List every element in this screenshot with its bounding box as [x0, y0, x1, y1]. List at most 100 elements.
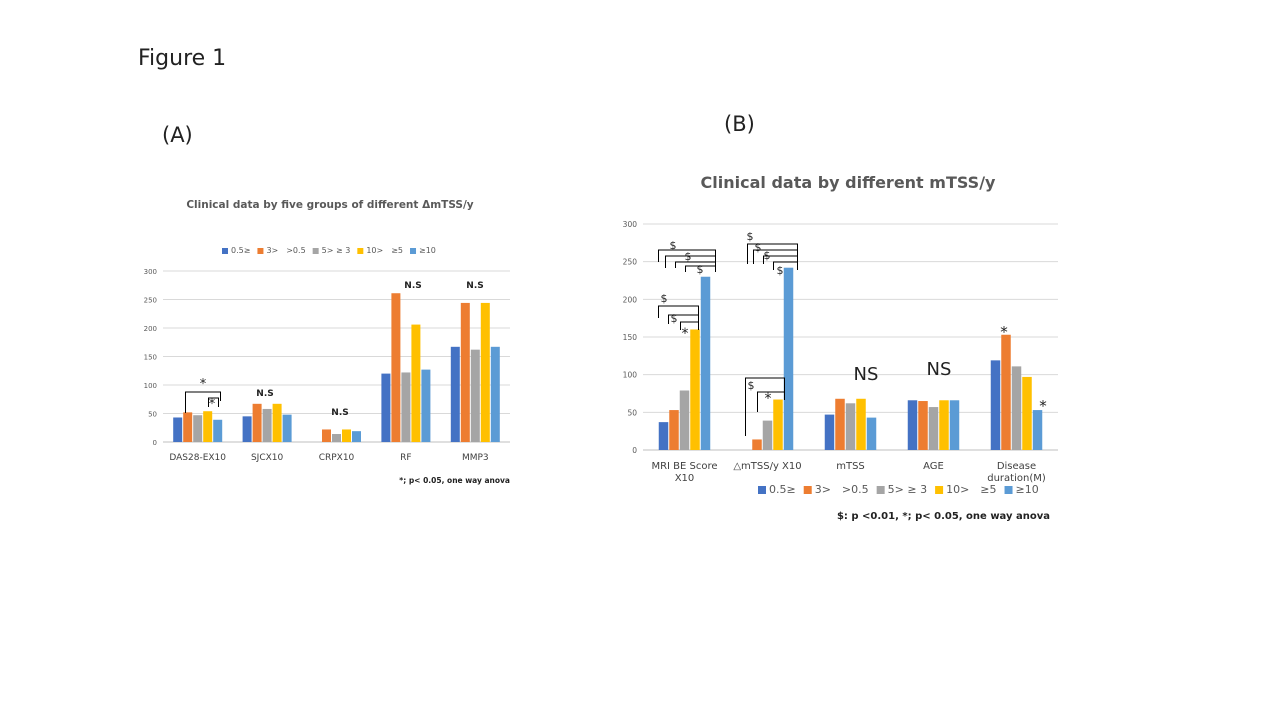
bracket-b-12 [745, 377, 785, 436]
bar [203, 411, 213, 442]
sig-a-1: * [200, 377, 207, 392]
y-tick-label: 50 [148, 411, 157, 419]
x-category-label: AGE [923, 461, 944, 472]
bar [282, 414, 292, 442]
sig-b-duration-1: * [1000, 323, 1008, 341]
ns-a-rf: N.S [404, 281, 421, 291]
bar [949, 400, 960, 450]
x-category-label: SJCX10 [251, 453, 284, 463]
y-tick-label: 250 [623, 258, 638, 267]
y-tick-label: 250 [144, 297, 157, 305]
bar [411, 324, 421, 442]
bar [669, 410, 679, 450]
bar [845, 403, 856, 450]
x-category-label: MRI BE Score [651, 461, 717, 472]
sig-b-5: $ [671, 312, 678, 325]
bar [679, 390, 690, 450]
bar [783, 267, 794, 450]
bar [918, 401, 928, 450]
legend-label: 3> >0.5 [266, 246, 305, 255]
bracket-b-3 [675, 261, 716, 268]
bar [856, 398, 866, 450]
bar [262, 408, 272, 442]
bar [762, 420, 773, 450]
ns-a-mmp3: N.S [466, 281, 483, 291]
sig-a-2: * [209, 397, 216, 412]
ns-a-crp: N.S [331, 408, 348, 418]
bar [907, 400, 918, 450]
x-category-label: Disease [997, 461, 1036, 472]
panel-label-b: (B) [724, 112, 755, 136]
sig-b-2: $ [685, 250, 692, 263]
legend-swatch [222, 248, 228, 254]
sig-b-duration-2: * [1039, 397, 1047, 415]
bar [352, 431, 361, 442]
bar [213, 419, 223, 442]
bar [381, 373, 391, 442]
bar [928, 407, 939, 450]
legend-swatch [935, 486, 944, 494]
chart-b-annotations: $ $ $ $ $ * $ $ $ $ $ * NS NS * * [658, 230, 1047, 436]
bar [193, 415, 203, 442]
bar [480, 302, 490, 442]
sig-b-6: * [682, 326, 689, 342]
legend-swatch [1004, 486, 1013, 494]
bar [272, 403, 282, 442]
bar [183, 412, 193, 442]
y-tick-label: 300 [623, 220, 638, 229]
bar [173, 417, 183, 442]
y-tick-label: 150 [144, 354, 157, 362]
bar [835, 398, 845, 450]
legend-label: 5> ≥ 3 [322, 246, 351, 255]
bar [401, 372, 411, 442]
y-tick-label: 100 [144, 382, 157, 390]
legend-label: 0.5≥ [769, 483, 796, 496]
bracket-a-2 [208, 397, 219, 407]
panel-label-a: (A) [162, 123, 193, 147]
x-category-label: DAS28-EX10 [169, 453, 226, 463]
x-category-label: X10 [675, 473, 695, 484]
y-tick-label: 200 [623, 295, 638, 304]
legend-label: 3> >0.5 [815, 483, 869, 496]
bar [866, 417, 877, 450]
x-category-label: CRPX10 [319, 453, 355, 463]
sig-b-12: * [765, 391, 772, 407]
y-tick-label: 0 [632, 446, 637, 455]
ns-b-age: NS [927, 359, 952, 380]
y-tick-label: 300 [144, 268, 157, 276]
legend-swatch [803, 486, 812, 494]
legend-swatch [312, 248, 319, 254]
legend-swatch [257, 248, 264, 254]
sig-b-3: $ [697, 263, 704, 276]
legend-label: 5> ≥ 3 [888, 483, 927, 496]
bracket-b-10 [763, 255, 798, 264]
y-tick-label: 0 [153, 439, 157, 447]
legend-label: ≥10 [1016, 483, 1039, 496]
bar [773, 399, 783, 450]
bar [700, 276, 711, 450]
bracket-b-6 [668, 314, 699, 324]
chart-a-title: Clinical data by five groups of differen… [186, 199, 473, 211]
sig-b-4: $ [661, 292, 668, 305]
legend-swatch [357, 248, 364, 254]
sig-b-9: $ [764, 249, 771, 262]
x-category-label: mTSS [836, 461, 865, 472]
bar [421, 369, 431, 442]
legend-label: 10> ≥5 [366, 246, 403, 255]
bar [1032, 410, 1043, 450]
x-category-label: RF [400, 453, 411, 463]
bracket-b-13 [757, 391, 785, 412]
bar [391, 293, 401, 442]
bar [752, 439, 762, 450]
sig-b-10: $ [777, 264, 784, 277]
bracket-b-4 [685, 265, 716, 272]
bar [242, 416, 252, 442]
bar [690, 329, 700, 450]
bar [1001, 334, 1011, 450]
sig-b-7: $ [747, 230, 754, 243]
legend-swatch [410, 248, 417, 254]
x-category-label: △mTSS/y X10 [733, 461, 801, 472]
bar [322, 429, 331, 442]
